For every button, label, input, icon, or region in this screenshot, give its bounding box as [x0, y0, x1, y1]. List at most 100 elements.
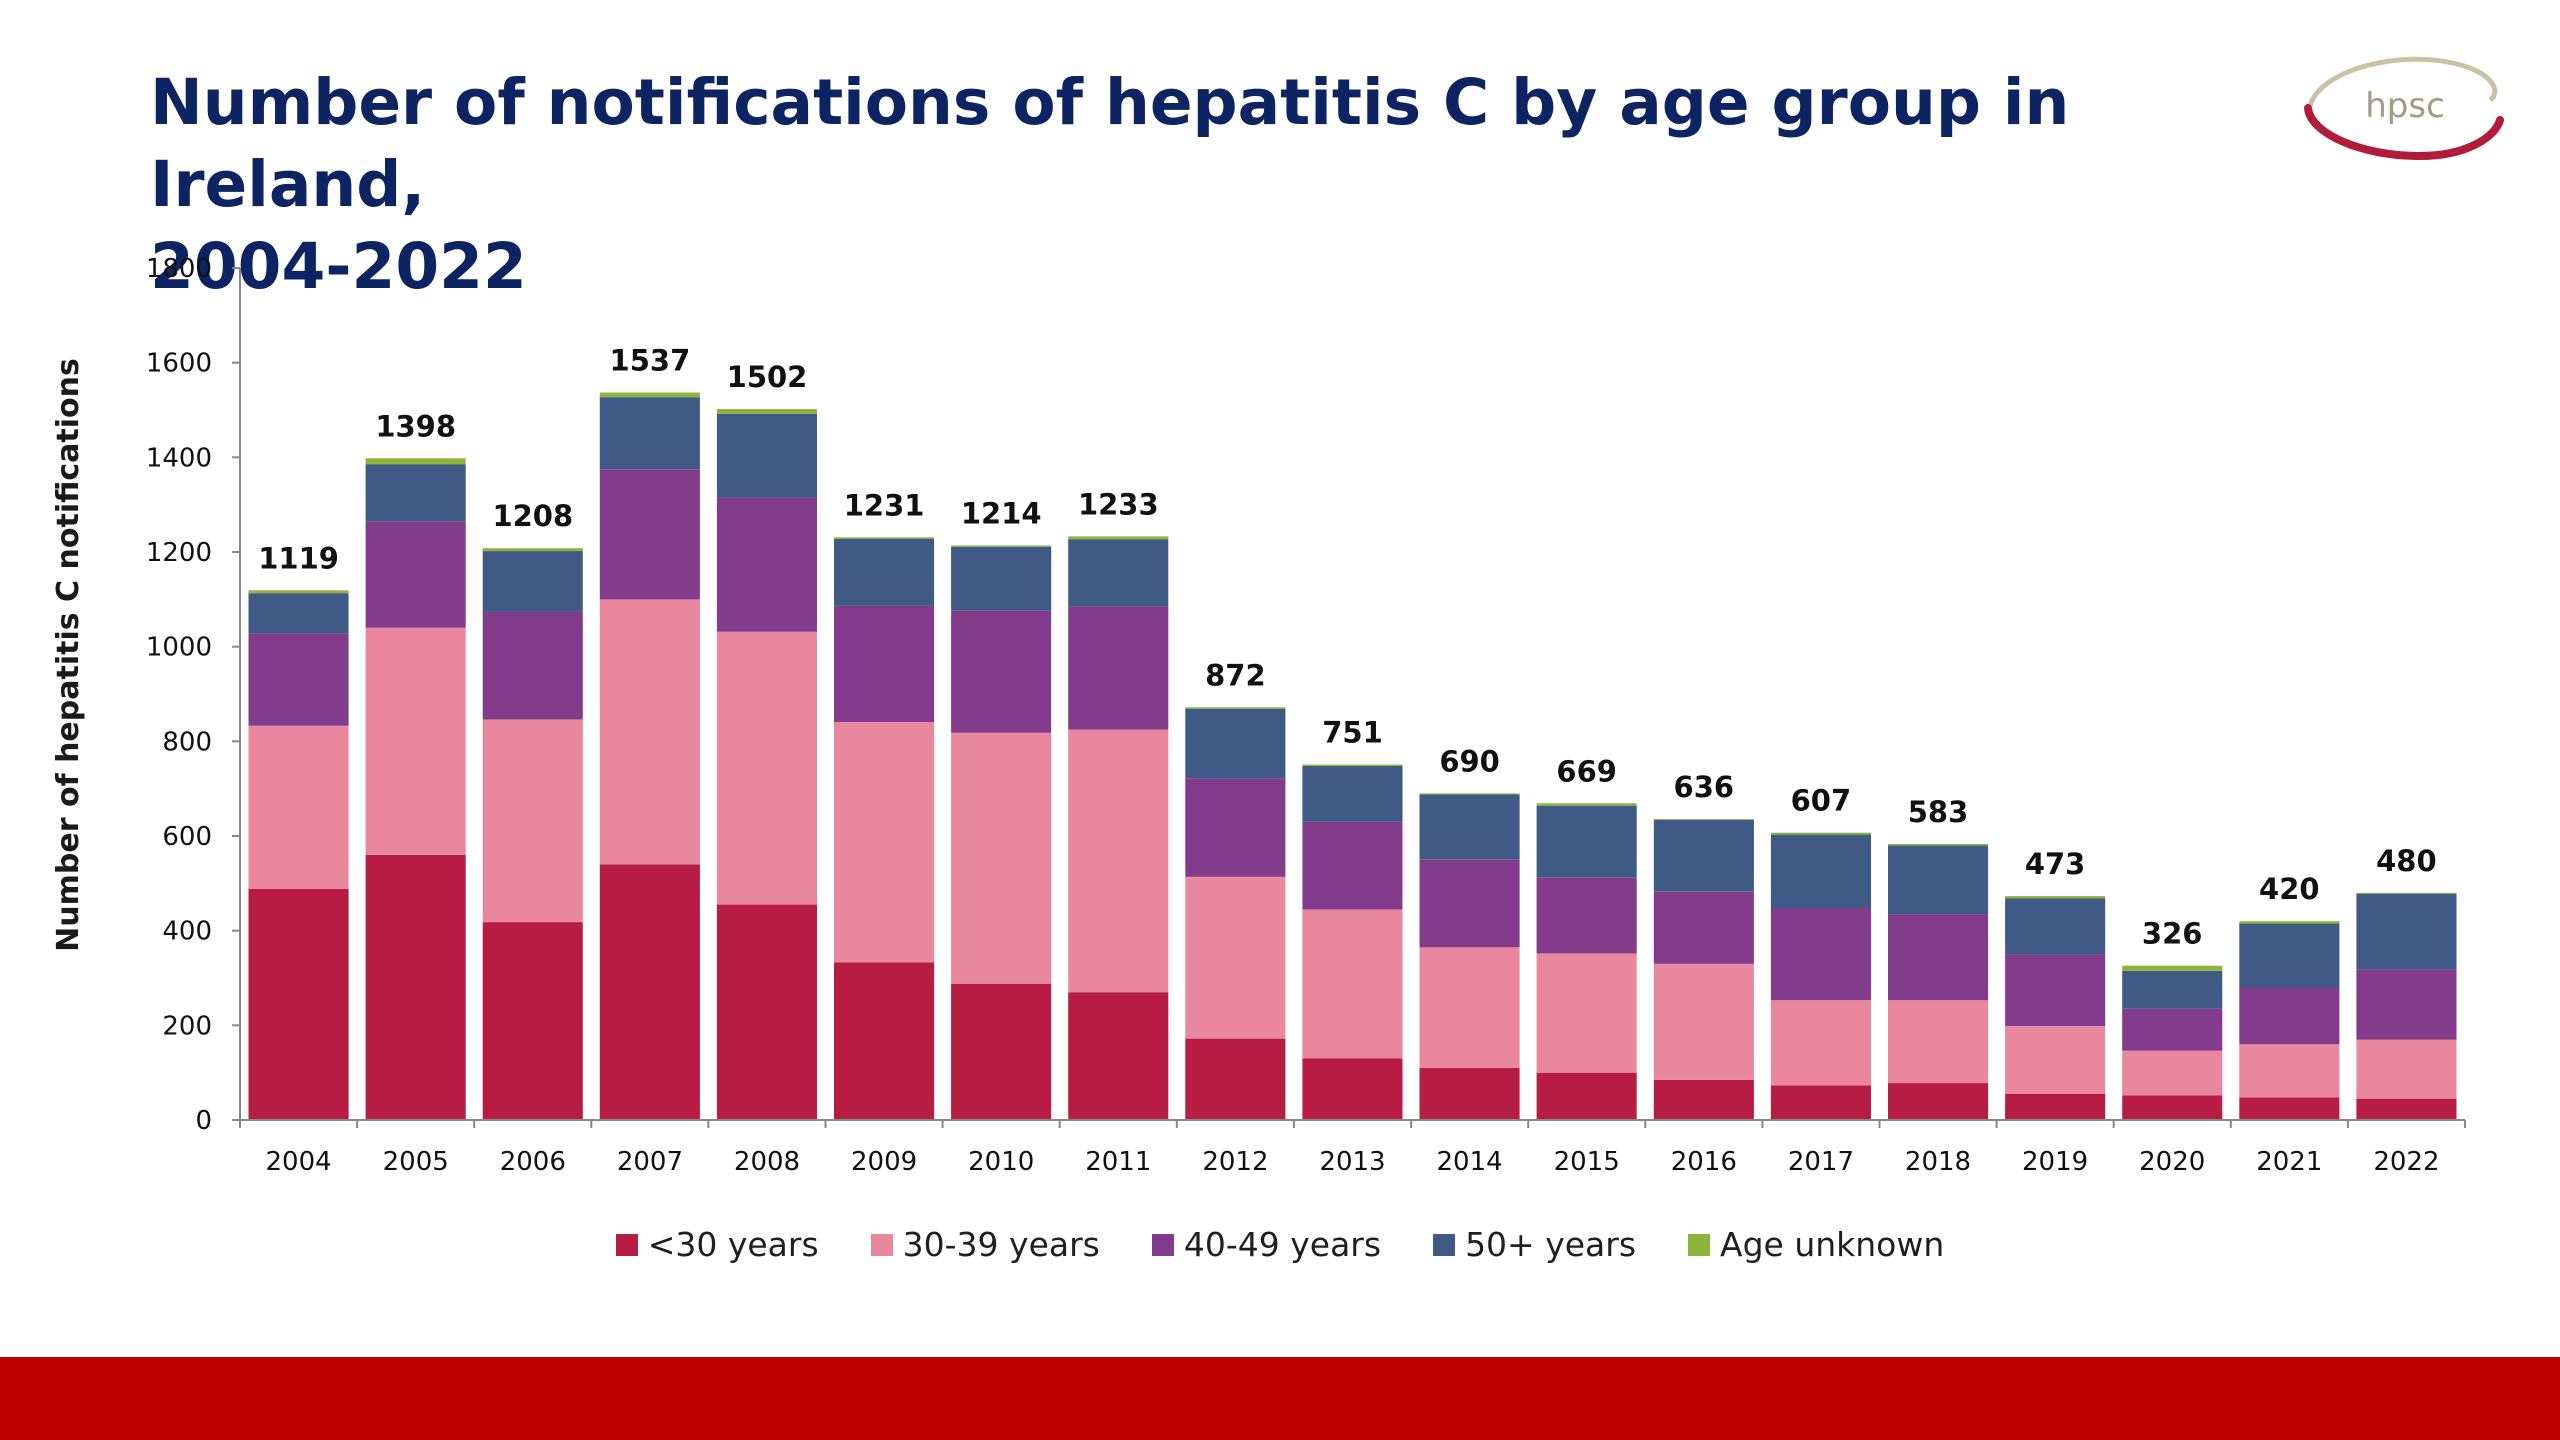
bar-segment-2015-s0 — [1536, 1072, 1637, 1120]
bar-segment-2016-s2 — [1653, 891, 1754, 964]
bar-segment-2021-s0 — [2239, 1097, 2340, 1120]
bar-segment-2019-s1 — [2005, 1026, 2106, 1094]
bar-segment-2013-s2 — [1302, 821, 1403, 910]
y-tick-label-1600: 1600 — [146, 349, 212, 379]
bar-segment-2020-s3 — [2122, 970, 2223, 1009]
x-tick-label-2012: 2012 — [1202, 1147, 1268, 1177]
bar-segment-2007-s3 — [599, 397, 700, 470]
bar-segment-2021-s2 — [2239, 987, 2340, 1045]
y-tick-label-1200: 1200 — [146, 538, 212, 568]
bar-segment-2005-s2 — [365, 521, 466, 628]
bar-segment-2015-s4 — [1536, 803, 1637, 806]
y-tick-label-0: 0 — [195, 1106, 212, 1136]
bar-segment-2005-s4 — [365, 458, 466, 465]
bar-segment-2021-s1 — [2239, 1044, 2340, 1098]
total-label-2008: 1502 — [727, 360, 808, 394]
bar-segment-2012-s4 — [1185, 707, 1286, 709]
hpsc-logo: hpsc — [2304, 56, 2504, 161]
bar-segment-2012-s2 — [1185, 778, 1286, 877]
y-tick-label-1000: 1000 — [146, 633, 212, 663]
x-tick-label-2017: 2017 — [1788, 1147, 1854, 1177]
bar-segment-2021-s4 — [2239, 921, 2340, 924]
legend-item-3: 50+ years — [1433, 1225, 1636, 1264]
bar-segment-2009-s4 — [834, 537, 935, 539]
x-tick-label-2007: 2007 — [617, 1147, 683, 1177]
bar-segment-2008-s4 — [716, 409, 817, 414]
bar-segment-2021-s3 — [2239, 923, 2340, 988]
x-tick-label-2021: 2021 — [2256, 1147, 2322, 1177]
bar-segment-2010-s4 — [951, 545, 1052, 547]
bar-segment-2014-s0 — [1419, 1067, 1520, 1120]
y-tick-label-1800: 1800 — [146, 254, 212, 284]
bar-segment-2019-s0 — [2005, 1094, 2106, 1120]
bar-segment-2020-s4 — [2122, 965, 2223, 971]
bar-segment-2018-s0 — [1888, 1083, 1989, 1120]
bar-segment-2022-s3 — [2356, 893, 2457, 970]
bar-segment-2010-s2 — [951, 610, 1052, 733]
bar-segment-2010-s3 — [951, 546, 1052, 611]
total-label-2010: 1214 — [961, 496, 1042, 530]
y-tick-label-800: 800 — [162, 727, 212, 757]
x-tick-label-2008: 2008 — [734, 1147, 800, 1177]
legend-label: 40-49 years — [1183, 1225, 1382, 1264]
bar-segment-2011-s2 — [1068, 606, 1169, 730]
bar-segment-2015-s2 — [1536, 877, 1637, 954]
total-label-2004: 1119 — [258, 541, 339, 575]
bar-segment-2018-s1 — [1888, 1000, 1989, 1083]
bar-segment-2008-s1 — [716, 631, 817, 905]
logo-swoosh-grey — [2307, 56, 2498, 107]
total-label-2011: 1233 — [1078, 487, 1159, 521]
bar-segment-2013-s3 — [1302, 765, 1403, 822]
legend-item-2: 40-49 years — [1151, 1225, 1382, 1264]
total-label-2013: 751 — [1322, 716, 1383, 750]
bar-segment-2017-s3 — [1770, 834, 1871, 908]
bar-segment-2019-s2 — [2005, 954, 2106, 1027]
x-tick-label-2019: 2019 — [2022, 1147, 2088, 1177]
bar-segment-2009-s1 — [834, 721, 935, 963]
bar-segment-2009-s0 — [834, 962, 935, 1120]
bar-segment-2004-s2 — [248, 633, 349, 726]
bar-segment-2013-s1 — [1302, 909, 1403, 1059]
legend-label: <30 years — [647, 1225, 819, 1264]
legend-swatch — [1151, 1233, 1174, 1256]
total-label-2009: 1231 — [844, 488, 925, 522]
bar-segment-2020-s1 — [2122, 1050, 2223, 1096]
bar-segment-2005-s0 — [365, 854, 466, 1120]
bar-segment-2006-s2 — [482, 611, 583, 720]
bar-segment-2007-s2 — [599, 469, 700, 600]
bar-segment-2006-s3 — [482, 551, 583, 612]
bar-segment-2008-s3 — [716, 413, 817, 498]
legend-swatch — [870, 1233, 893, 1256]
bar-segment-2004-s3 — [248, 593, 349, 634]
legend-item-1: 30-39 years — [870, 1225, 1100, 1264]
bar-segment-2014-s3 — [1419, 794, 1520, 860]
legend-label: 50+ years — [1465, 1225, 1637, 1264]
title-line-1: Number of notifications of hepatitis C b… — [150, 66, 2070, 221]
bar-segment-2010-s1 — [951, 732, 1052, 984]
total-label-2006: 1208 — [492, 499, 573, 533]
bar-segment-2009-s3 — [834, 538, 935, 606]
total-label-2016: 636 — [1674, 770, 1735, 804]
bar-segment-2004-s0 — [248, 889, 349, 1120]
bar-segment-2011-s3 — [1068, 539, 1169, 607]
bar-segment-2012-s3 — [1185, 708, 1286, 779]
bar-segment-2007-s1 — [599, 599, 700, 865]
bar-segment-2011-s4 — [1068, 536, 1169, 540]
bar-segment-2008-s2 — [716, 497, 817, 632]
bar-segment-2006-s1 — [482, 719, 583, 923]
legend-swatch — [1688, 1233, 1711, 1256]
bar-segment-2016-s3 — [1653, 819, 1754, 892]
bar-segment-2018-s2 — [1888, 914, 1989, 1001]
title-line-2: 2004-2022 — [150, 230, 527, 303]
bar-segment-2018-s3 — [1888, 845, 1989, 915]
total-label-2007: 1537 — [610, 344, 691, 378]
y-tick-label-200: 200 — [162, 1011, 212, 1041]
bar-segment-2007-s0 — [599, 864, 700, 1120]
legend-label: Age unknown — [1720, 1225, 1945, 1264]
legend-swatch — [1433, 1233, 1456, 1256]
x-tick-label-2011: 2011 — [1085, 1147, 1151, 1177]
bar-segment-2018-s4 — [1888, 844, 1989, 846]
bar-segment-2011-s0 — [1068, 992, 1169, 1120]
bar-segment-2012-s0 — [1185, 1038, 1286, 1120]
